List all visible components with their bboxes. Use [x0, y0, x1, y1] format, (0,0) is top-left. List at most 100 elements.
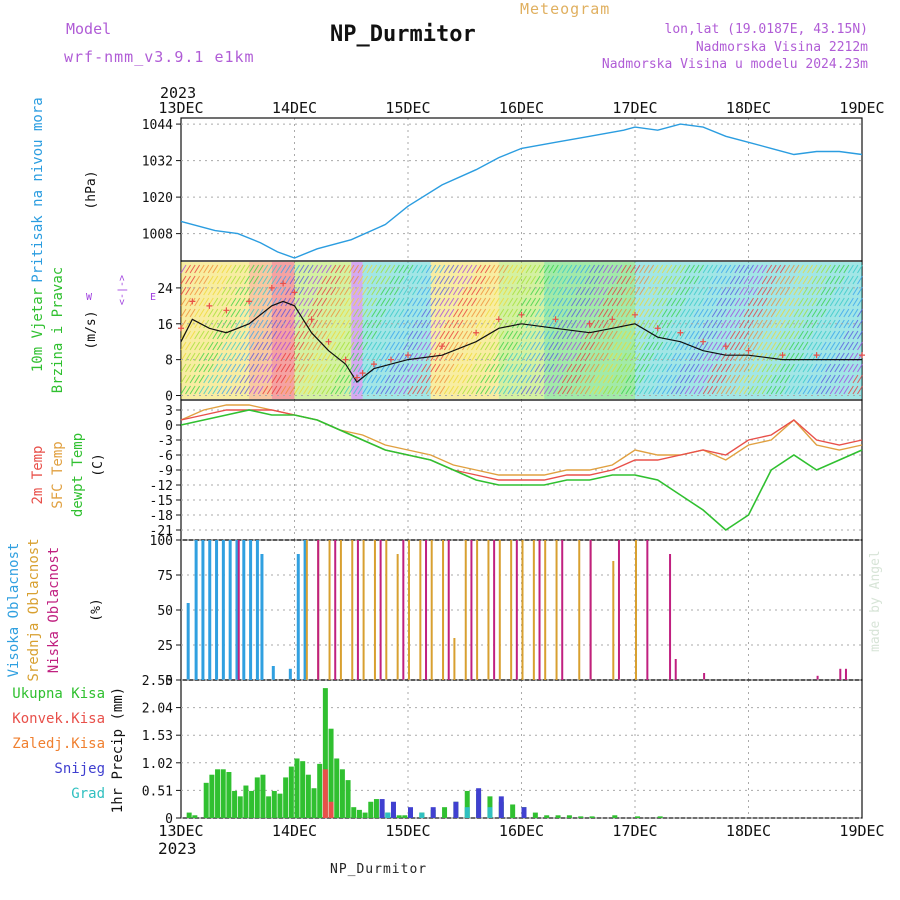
cloud-bar-high [260, 554, 264, 680]
wind-barb [543, 308, 550, 318]
wind-barb [698, 330, 704, 340]
wind-barb [471, 264, 477, 274]
wind-barb [720, 308, 727, 318]
wind-barb [366, 341, 373, 351]
wind-barb [421, 330, 428, 340]
wind-barb [702, 341, 709, 351]
wind-barb [434, 297, 441, 307]
wind-barb [403, 319, 409, 329]
wind-barb [625, 308, 632, 318]
year-bottom: 2023 [158, 839, 197, 858]
wind-barb [430, 341, 437, 351]
wind-barb [625, 297, 632, 307]
wind-barb [312, 319, 319, 329]
wind-barb [448, 385, 455, 395]
wind-barb [689, 275, 695, 285]
wind-barb [725, 385, 732, 395]
wind-barb [770, 385, 777, 395]
wind-barb [525, 385, 532, 395]
temp-tick-label: -21 [150, 524, 173, 539]
wind-barb [284, 297, 291, 307]
wind-barb [652, 330, 659, 340]
cloud-bar-high [288, 668, 292, 680]
wind-barb [666, 341, 673, 351]
temp-ylabel-sfc: SFC Temp [50, 441, 66, 508]
wind-barb [439, 297, 446, 307]
wind-barb [598, 330, 605, 340]
wind-barb [757, 264, 764, 274]
wind-barb [216, 319, 223, 329]
wind-barb [493, 341, 500, 351]
wind-barb [225, 297, 232, 307]
wind-barb [539, 352, 546, 362]
wind-barb [593, 385, 600, 395]
wind-barb [235, 275, 241, 285]
wind-barb [702, 264, 709, 274]
wind-barb [389, 341, 396, 351]
wind-barb [434, 275, 441, 285]
wind-barb [439, 363, 446, 373]
wind-barb [266, 308, 273, 318]
wind-barb [652, 297, 659, 307]
cloud-bar-low [425, 540, 428, 680]
wind-barb [330, 297, 337, 307]
wind-barb [334, 286, 341, 296]
cloud-bar-low [334, 540, 337, 680]
wind-barb [480, 374, 487, 384]
wind-barb [294, 308, 300, 318]
wind-barb [403, 264, 409, 274]
wind-barb [770, 352, 777, 362]
wind-barb [330, 374, 337, 384]
wind-barb [847, 319, 854, 329]
wind-barb [775, 319, 782, 329]
wind-barb [838, 286, 845, 296]
wind-barb [412, 330, 418, 340]
wind-barb [462, 385, 468, 395]
cloud-bar-low [703, 673, 706, 680]
wind-barb [811, 330, 818, 340]
wind-barb [425, 286, 432, 296]
wind-gust-marker [387, 356, 394, 363]
wind-barb [698, 286, 704, 296]
precip-bar [408, 807, 413, 818]
cloud-bar-mid [442, 540, 445, 680]
wind-barb [557, 297, 564, 307]
wind-barb [371, 385, 378, 395]
wind-barb [793, 341, 800, 351]
wind-barb [838, 275, 845, 285]
wind-barb [507, 275, 514, 285]
wind-barb [857, 385, 863, 395]
wind-barb [607, 363, 614, 373]
wind-barb [375, 319, 382, 329]
wind-barb [493, 363, 500, 373]
wind-barb [829, 374, 836, 384]
wind-barb [212, 363, 219, 373]
wind-barb [539, 286, 546, 296]
wind-barb [807, 330, 813, 340]
wind-barb [720, 385, 727, 395]
wind-barb [489, 363, 496, 373]
wind-barb [353, 341, 359, 351]
wind-barb [502, 341, 509, 351]
wind-barb [407, 374, 414, 384]
wind-barb [466, 374, 473, 384]
wind-barb [643, 275, 650, 285]
wind-barb [543, 330, 550, 340]
wind-barb [248, 363, 255, 373]
wind-field-band [249, 262, 272, 399]
wind-barb [775, 264, 782, 274]
wind-barb [566, 352, 573, 362]
wind-barb [339, 330, 346, 340]
wind-barb [507, 341, 514, 351]
wind-barb [298, 308, 305, 318]
wind-barb [598, 374, 605, 384]
wind-barb [207, 341, 214, 351]
wind-barb [630, 286, 636, 296]
wind-barb [257, 385, 264, 395]
wind-barb [407, 363, 414, 373]
pressure-tick-label: 1032 [142, 155, 173, 170]
wind-barb [702, 374, 709, 384]
wind-barb [253, 363, 260, 373]
wind-barb [548, 286, 555, 296]
wind-barb [398, 363, 405, 373]
